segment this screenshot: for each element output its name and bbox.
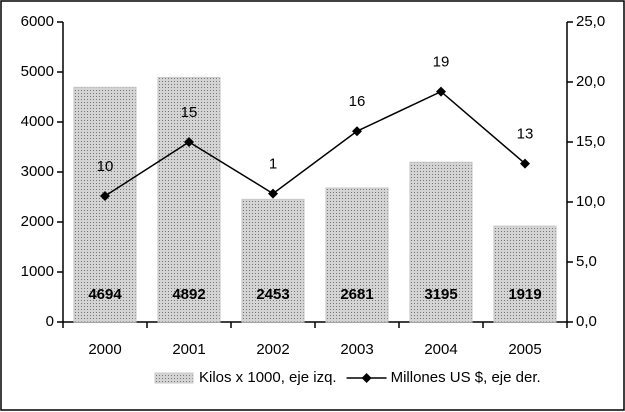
bar	[241, 198, 305, 323]
y-tick-label: 0	[46, 313, 54, 330]
x-tick-label: 2002	[256, 341, 289, 358]
bar-label: 4892	[172, 286, 205, 303]
y-tick-label: 2000	[21, 213, 54, 230]
line-label: 10	[97, 158, 114, 175]
bar	[493, 225, 557, 323]
y2-tick-label: 5,0	[576, 253, 597, 270]
x-tick-label: 2003	[340, 341, 373, 358]
legend-marker	[361, 373, 372, 383]
y2-tick-label: 20,0	[576, 73, 605, 90]
line-label: 1	[269, 156, 277, 173]
line-label: 16	[349, 93, 366, 110]
bar	[73, 86, 137, 323]
line-label: 19	[433, 54, 450, 71]
line-marker	[268, 188, 278, 199]
bar-label: 2453	[256, 286, 289, 303]
bar	[157, 76, 221, 323]
line-marker	[436, 86, 446, 97]
bar-label: 3195	[424, 286, 457, 303]
legend-label: Millones US $, eje der.	[391, 369, 541, 386]
x-tick-label: 2004	[424, 341, 457, 358]
line-marker	[184, 137, 194, 147]
x-tick-label: 2000	[88, 341, 121, 358]
line	[104, 90, 526, 197]
x-tick-label: 2005	[508, 341, 541, 358]
legend-label: Kilos x 1000, eje izq.	[199, 369, 337, 386]
line-marker	[100, 191, 110, 201]
bar-label: 1919	[508, 286, 541, 303]
y2-tick-label: 0,0	[576, 313, 597, 330]
line-marker	[520, 158, 530, 169]
bar	[325, 187, 389, 323]
line-marker	[352, 126, 362, 137]
y-tick-label: 6000	[21, 13, 54, 30]
bar	[409, 161, 473, 323]
y-tick-label: 3000	[21, 163, 54, 180]
legend-swatch	[154, 372, 194, 384]
y2-tick-label: 10,0	[576, 193, 605, 210]
x-tick-label: 2001	[172, 341, 205, 358]
y-tick-label: 4000	[21, 113, 54, 130]
line-label: 15	[181, 104, 198, 121]
bar-label: 4694	[88, 286, 122, 303]
y-tick-label: 5000	[21, 63, 54, 80]
y2-tick-label: 25,0	[576, 13, 605, 30]
y-tick-label: 1000	[21, 263, 54, 280]
y2-tick-label: 15,0	[576, 133, 605, 150]
bar-label: 2681	[340, 286, 373, 303]
line-label: 13	[517, 126, 534, 143]
